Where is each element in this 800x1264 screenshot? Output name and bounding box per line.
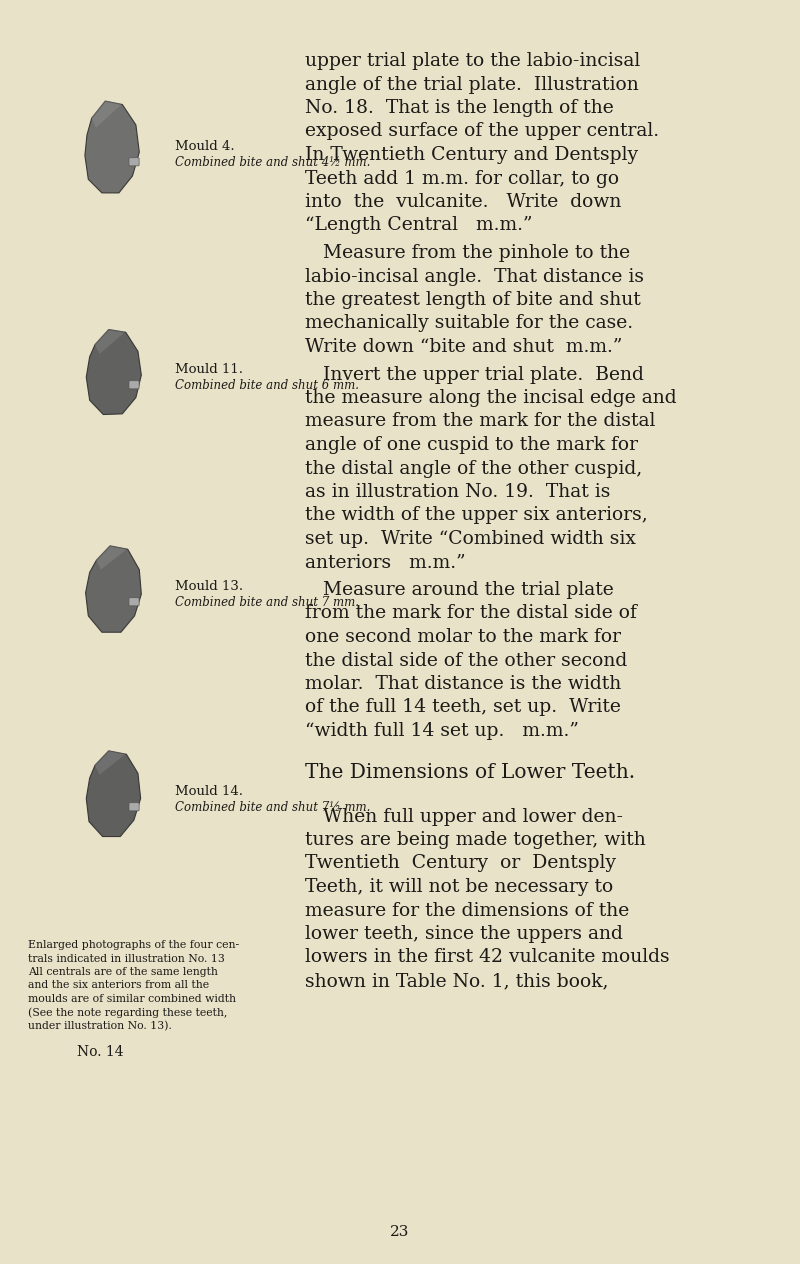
Text: one second molar to the mark for: one second molar to the mark for	[305, 628, 621, 646]
Text: tures are being made together, with: tures are being made together, with	[305, 830, 646, 849]
Text: angle of one cuspid to the mark for: angle of one cuspid to the mark for	[305, 436, 638, 454]
Text: “width full 14 set up.   m.m.”: “width full 14 set up. m.m.”	[305, 722, 579, 739]
Text: measure from the mark for the distal: measure from the mark for the distal	[305, 412, 655, 431]
Text: In Twentieth Century and Dentsply: In Twentieth Century and Dentsply	[305, 147, 638, 164]
Text: When full upper and lower den-: When full upper and lower den-	[323, 808, 623, 825]
Text: the distal side of the other second: the distal side of the other second	[305, 651, 627, 670]
Text: All centrals are of the same length: All centrals are of the same length	[28, 967, 218, 977]
Text: exposed surface of the upper central.: exposed surface of the upper central.	[305, 123, 659, 140]
Text: mechanically suitable for the case.: mechanically suitable for the case.	[305, 315, 633, 332]
Text: Write down “bite and shut  m.m.”: Write down “bite and shut m.m.”	[305, 337, 622, 356]
Text: (See the note regarding these teeth,: (See the note regarding these teeth,	[28, 1007, 227, 1018]
Text: Mould 4.: Mould 4.	[175, 140, 234, 153]
Text: Measure from the pinhole to the: Measure from the pinhole to the	[323, 244, 630, 262]
Text: No. 18.  That is the length of the: No. 18. That is the length of the	[305, 99, 614, 118]
Text: the width of the upper six anteriors,: the width of the upper six anteriors,	[305, 507, 648, 525]
Text: the distal angle of the other cuspid,: the distal angle of the other cuspid,	[305, 460, 642, 478]
Text: under illustration No. 13).: under illustration No. 13).	[28, 1021, 172, 1031]
Text: Mould 11.: Mould 11.	[175, 363, 243, 375]
Text: lower teeth, since the uppers and: lower teeth, since the uppers and	[305, 925, 623, 943]
Text: into  the  vulcanite.   Write  down: into the vulcanite. Write down	[305, 193, 622, 211]
Text: molar.  That distance is the width: molar. That distance is the width	[305, 675, 622, 693]
Text: lowers in the first 42 vulcanite moulds: lowers in the first 42 vulcanite moulds	[305, 948, 670, 967]
Text: measure for the dimensions of the: measure for the dimensions of the	[305, 901, 630, 919]
Text: moulds are of similar combined width: moulds are of similar combined width	[28, 994, 236, 1004]
Text: “Length Central   m.m.”: “Length Central m.m.”	[305, 216, 533, 235]
Text: Invert the upper trial plate.  Bend: Invert the upper trial plate. Bend	[323, 365, 644, 383]
Text: and the six anteriors from all the: and the six anteriors from all the	[28, 981, 209, 991]
FancyBboxPatch shape	[129, 598, 139, 605]
Text: anteriors   m.m.”: anteriors m.m.”	[305, 554, 466, 571]
Text: the greatest length of bite and shut: the greatest length of bite and shut	[305, 291, 641, 308]
FancyBboxPatch shape	[129, 803, 139, 811]
Text: Twentieth  Century  or  Dentsply: Twentieth Century or Dentsply	[305, 854, 616, 872]
Text: as in illustration No. 19.  That is: as in illustration No. 19. That is	[305, 483, 610, 501]
Text: Combined bite and shut 4½ mm.: Combined bite and shut 4½ mm.	[175, 155, 370, 169]
Text: Mould 13.: Mould 13.	[175, 580, 243, 593]
Text: set up.  Write “Combined width six: set up. Write “Combined width six	[305, 530, 636, 549]
Text: of the full 14 teeth, set up.  Write: of the full 14 teeth, set up. Write	[305, 699, 621, 717]
Text: angle of the trial plate.  Illustration: angle of the trial plate. Illustration	[305, 76, 638, 94]
FancyBboxPatch shape	[129, 380, 139, 389]
Text: labio-incisal angle.  That distance is: labio-incisal angle. That distance is	[305, 268, 644, 286]
Text: The Dimensions of Lower Teeth.: The Dimensions of Lower Teeth.	[305, 763, 635, 782]
Text: trals indicated in illustration No. 13: trals indicated in illustration No. 13	[28, 953, 225, 963]
Text: Enlarged photographs of the four cen-: Enlarged photographs of the four cen-	[28, 940, 239, 951]
Text: Combined bite and shut 7 mm.: Combined bite and shut 7 mm.	[175, 597, 359, 609]
Text: from the mark for the distal side of: from the mark for the distal side of	[305, 604, 637, 622]
Text: shown in Table No. 1, this book,: shown in Table No. 1, this book,	[305, 972, 609, 990]
Text: Measure around the trial plate: Measure around the trial plate	[323, 581, 614, 599]
Text: No. 14: No. 14	[77, 1044, 123, 1058]
Text: 23: 23	[390, 1225, 410, 1239]
Text: Mould 14.: Mould 14.	[175, 785, 243, 798]
FancyBboxPatch shape	[129, 158, 139, 166]
Text: Combined bite and shut 7½ mm.: Combined bite and shut 7½ mm.	[175, 801, 370, 814]
Text: upper trial plate to the labio-incisal: upper trial plate to the labio-incisal	[305, 52, 640, 70]
Text: Teeth, it will not be necessary to: Teeth, it will not be necessary to	[305, 878, 614, 896]
Text: the measure along the incisal edge and: the measure along the incisal edge and	[305, 389, 677, 407]
Text: Teeth add 1 m.m. for collar, to go: Teeth add 1 m.m. for collar, to go	[305, 169, 619, 187]
Text: Combined bite and shut 6 mm.: Combined bite and shut 6 mm.	[175, 379, 359, 392]
